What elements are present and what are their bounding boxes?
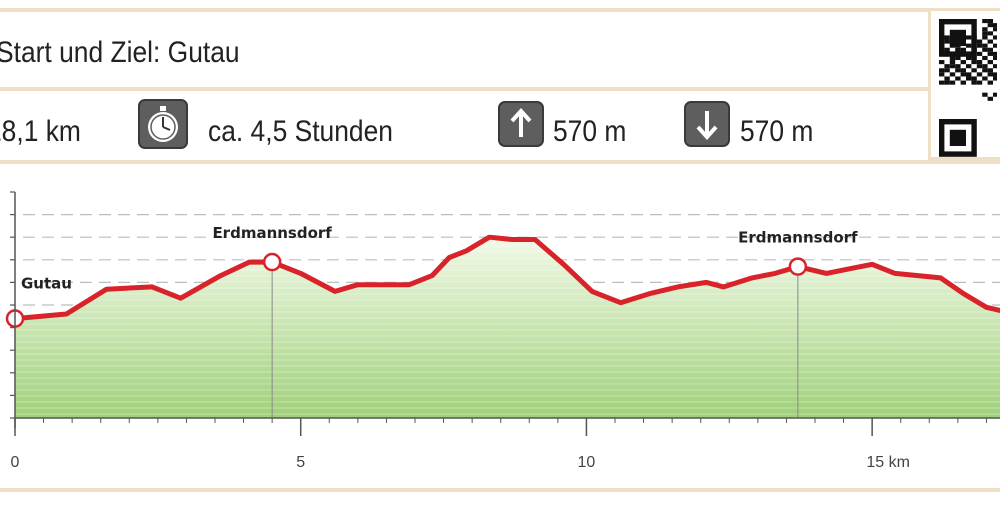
elevation-area <box>15 237 1000 418</box>
arrow-up-icon <box>498 101 544 147</box>
waypoint-label: Gutau <box>21 275 72 293</box>
waypoint-marker <box>788 257 808 276</box>
top-rule <box>0 8 928 12</box>
start-ziel-text: Start und Ziel: Gutau <box>0 36 240 69</box>
waypoint-label: Erdmannsdorf <box>738 229 858 247</box>
qr-code-icon <box>928 8 1000 160</box>
x-tick-label: 15 km <box>866 454 910 471</box>
rule-after-title <box>0 87 928 91</box>
duration-value: ca. 4,5 Stunden <box>208 115 393 148</box>
distance-value: 18,1 km <box>0 115 81 148</box>
x-tick-label: 0 <box>11 454 20 471</box>
x-tick-label: 10 <box>578 454 596 471</box>
stopwatch-icon <box>138 99 188 149</box>
waypoint-label: Erdmannsdorf <box>212 224 332 242</box>
x-tick-label: 5 <box>296 454 305 471</box>
rule-after-stats <box>0 160 1000 164</box>
ascent-value: 570 m <box>553 115 627 148</box>
waypoint-marker <box>262 252 282 272</box>
elevation-line <box>12 234 1000 322</box>
descent-value: 570 m <box>740 115 814 148</box>
bottom-rule <box>0 488 1000 492</box>
arrow-down-icon <box>684 101 730 147</box>
